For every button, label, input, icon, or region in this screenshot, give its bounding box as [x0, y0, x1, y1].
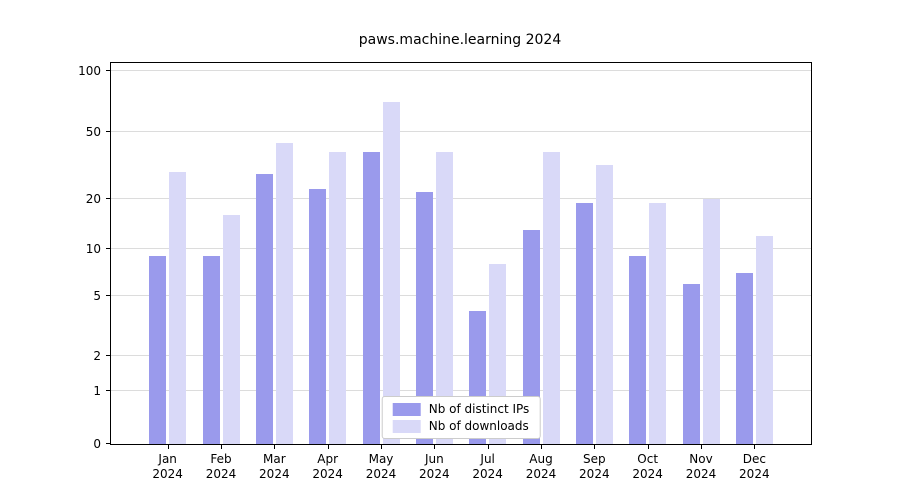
bar-nb-of-downloads-nov: [702, 199, 720, 444]
x-tick: [434, 445, 436, 449]
x-tick-label: Jan 2024: [152, 452, 183, 481]
legend-item-distinct-ips: Nb of distinct IPs: [392, 402, 530, 416]
x-tick-label: Apr 2024: [312, 452, 343, 481]
gridline: [111, 355, 811, 356]
bar-nb-of-downloads-jan: [169, 171, 187, 444]
y-tick: [106, 295, 110, 296]
y-tick-label: 10: [85, 242, 101, 256]
x-tick-label: Jul 2024: [472, 452, 503, 481]
gridline: [111, 198, 811, 199]
y-tick: [106, 355, 110, 356]
gridline: [111, 70, 811, 71]
bar-nb-of-distinct-ips-dec: [735, 273, 753, 444]
bar-nb-of-downloads-oct: [649, 202, 667, 444]
x-tick: [754, 445, 756, 449]
y-tick-label: 100: [78, 64, 101, 78]
x-tick: [381, 445, 382, 449]
bar-nb-of-downloads-aug: [542, 152, 560, 444]
x-tick: [487, 445, 489, 449]
y-tick: [106, 70, 110, 71]
plot-area: Nb of distinct IPs Nb of downloads 0 1 2 5 1…: [78, 62, 812, 481]
x-tick-label: Jun 2024: [419, 452, 450, 481]
bar-nb-of-downloads-apr: [329, 152, 347, 444]
gridline: [111, 390, 811, 391]
x-tick: [647, 445, 649, 449]
legend: Nb of distinct IPs Nb of downloads: [381, 396, 541, 439]
y-tick-label: 5: [93, 289, 101, 303]
bar-nb-of-distinct-ips-may: [362, 152, 380, 444]
y-tick: [106, 131, 110, 132]
x-tick-label: Mar 2024: [259, 452, 290, 481]
x-tick-label: Oct 2024: [632, 452, 663, 481]
legend-swatch-distinct-ips: [392, 402, 421, 416]
bar-nb-of-distinct-ips-feb: [202, 256, 220, 444]
x-tick-label: May 2024: [365, 452, 397, 481]
gridline: [111, 248, 811, 249]
bar-nb-of-downloads-jun: [435, 152, 453, 444]
bar-nb-of-distinct-ips-aug: [522, 230, 540, 444]
y-tick-label: 1: [93, 384, 101, 398]
bar-nb-of-distinct-ips-jun: [415, 192, 433, 444]
y-tick-label: 0: [93, 437, 101, 451]
y-tick-label: 20: [85, 192, 101, 206]
gridline: [111, 131, 811, 132]
y-tick-label: 2: [93, 349, 101, 363]
chart-title: paws.machine.learning 2024: [358, 32, 562, 48]
bar-nb-of-downloads-dec: [755, 235, 773, 444]
x-tick: [221, 445, 222, 449]
x-tick: [327, 445, 329, 449]
legend-item-downloads: Nb of downloads: [392, 419, 530, 433]
y-tick: [106, 390, 110, 391]
legend-swatch-downloads: [392, 419, 421, 433]
bar-nb-of-distinct-ips-jan: [149, 256, 167, 444]
x-tick-label: Nov 2024: [685, 452, 717, 481]
x-tick-label: Dec 2024: [739, 452, 770, 481]
y-tick: [106, 443, 110, 444]
bar-nb-of-downloads-sep: [595, 164, 613, 444]
x-tick: [541, 445, 542, 449]
x-tick-label: Feb 2024: [205, 452, 237, 481]
legend-label-downloads: Nb of downloads: [428, 419, 529, 433]
x-tick-label: Aug 2024: [525, 452, 557, 481]
x-tick: [594, 445, 596, 449]
bar-nb-of-distinct-ips-apr: [309, 188, 327, 444]
gridline: [111, 295, 811, 296]
bar-nb-of-distinct-ips-mar: [255, 174, 273, 444]
bar-nb-of-downloads-feb: [222, 215, 240, 444]
x-tick-label: Sep 2024: [579, 452, 610, 481]
x-tick: [274, 445, 276, 449]
y-tick: [106, 248, 110, 249]
y-tick: [106, 198, 110, 199]
legend-label-distinct-ips: Nb of distinct IPs: [428, 402, 530, 416]
bar-nb-of-distinct-ips-sep: [575, 202, 593, 444]
x-tick: [701, 445, 702, 449]
bar-nb-of-distinct-ips-nov: [682, 283, 700, 444]
y-tick-label: 50: [85, 125, 101, 139]
bar-nb-of-distinct-ips-oct: [629, 256, 647, 444]
x-tick: [167, 445, 169, 449]
bar-nb-of-downloads-mar: [275, 143, 293, 444]
bar-nb-of-downloads-may: [382, 102, 400, 444]
